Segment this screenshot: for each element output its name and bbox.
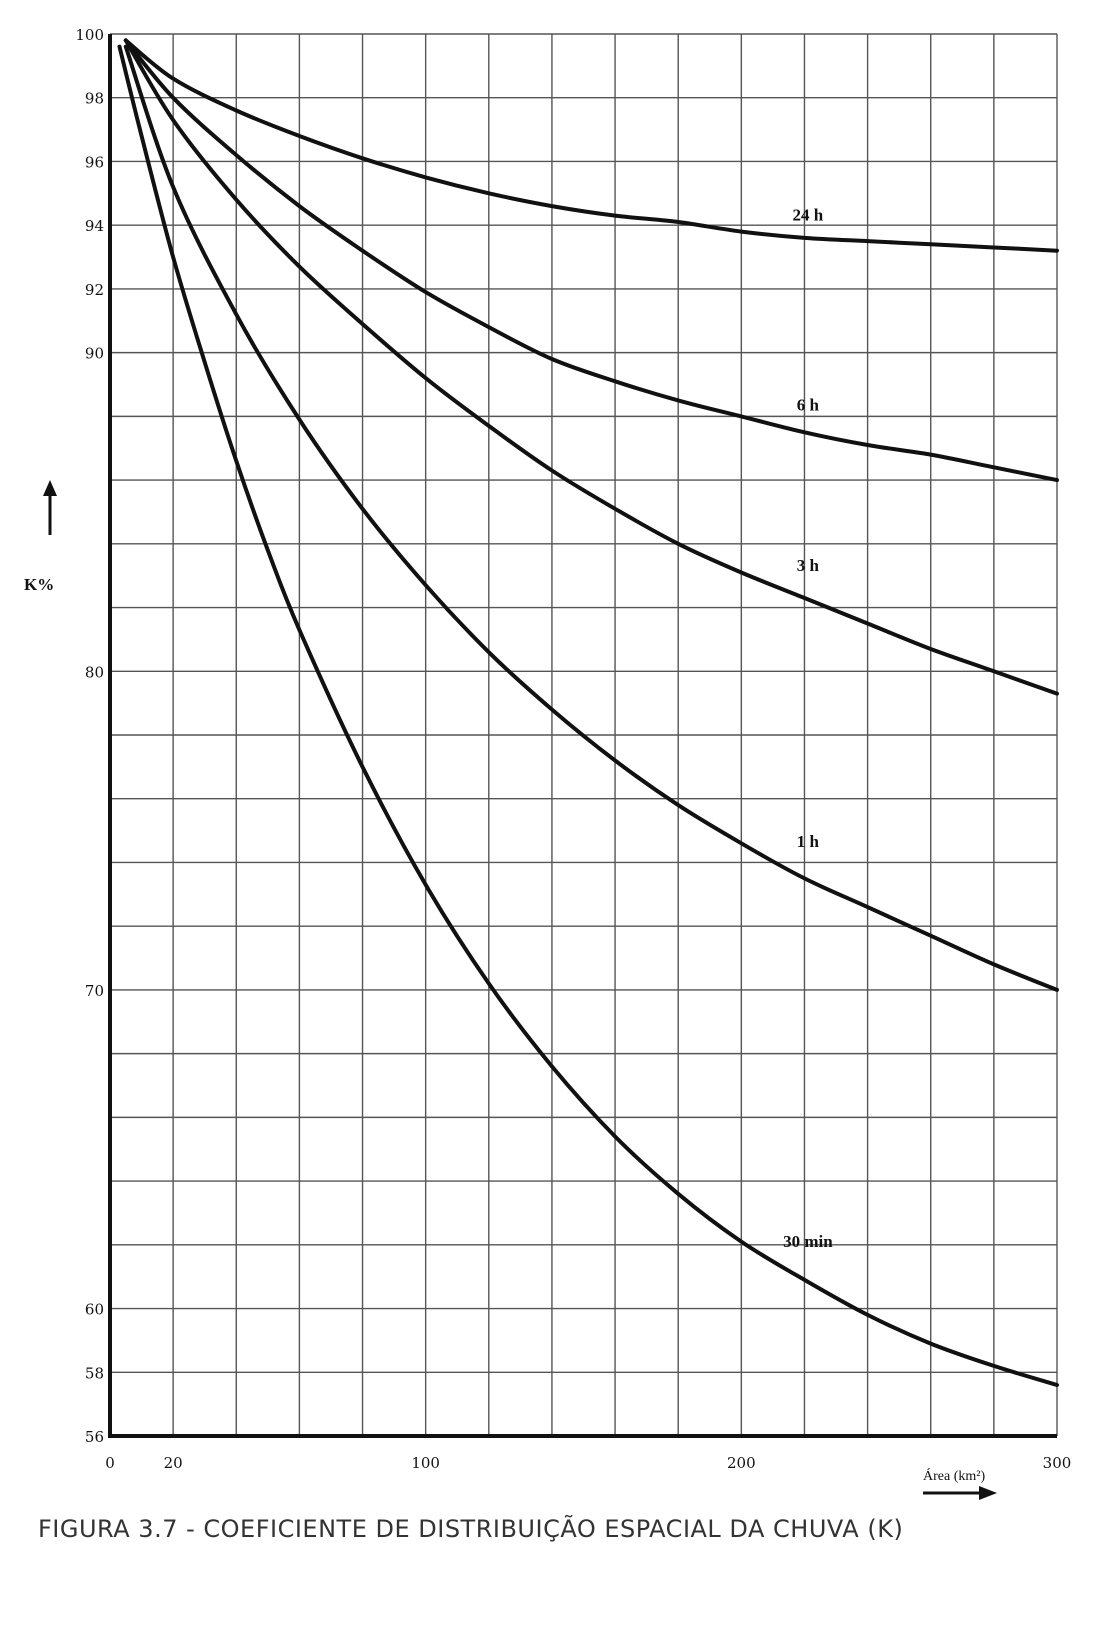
curves [117, 38, 1059, 1387]
right-arrow-icon [979, 1486, 997, 1500]
y-tick-label: 100 [75, 26, 104, 44]
y-tick-label: 96 [85, 153, 104, 171]
series-line [123, 44, 1059, 992]
series-label: 30 min [783, 1232, 833, 1251]
x-axis-label-group: Área (km²) [923, 1467, 997, 1500]
series-line [123, 38, 1059, 253]
series-line [117, 44, 1059, 1387]
grid [110, 33, 1058, 1436]
y-tick-label: 70 [85, 982, 104, 1000]
tick-labels: 100 98 96 94 92 90 80 70 60 58 560 20 100 200 300 [75, 26, 1071, 1472]
x-axis-label: Área (km²) [923, 1467, 985, 1484]
x-tick-label: 200 [727, 1454, 756, 1472]
series-label: 3 h [797, 556, 820, 575]
y-tick-label: 60 [85, 1301, 104, 1319]
y-tick-label: 80 [85, 663, 104, 681]
y-tick-label: 56 [85, 1428, 104, 1446]
series-line [123, 38, 1059, 483]
series-line [123, 38, 1059, 696]
y-tick-label: 94 [85, 217, 104, 235]
up-arrow-icon [43, 480, 57, 496]
y-axis-label: K% [24, 575, 54, 594]
x-tick-label: 20 [164, 1454, 183, 1472]
curve-labels: 24 h 6 h 3 h 1 h 30 min [783, 206, 833, 1251]
y-axis-label-group: K% [24, 480, 57, 594]
y-tick-label: 92 [85, 281, 104, 299]
x-tick-label: 100 [411, 1454, 440, 1472]
x-tick-label: 0 [105, 1454, 115, 1472]
y-tick-label: 98 [85, 90, 104, 108]
x-tick-label: 300 [1043, 1454, 1072, 1472]
series-label: 6 h [797, 395, 820, 414]
y-tick-label: 58 [85, 1364, 104, 1382]
y-tick-label: 90 [85, 345, 104, 363]
axes [108, 34, 1057, 1438]
figure-caption: FIGURA 3.7 - COEFICIENTE DE DISTRIBUIÇÃO… [38, 1515, 904, 1543]
series-label: 1 h [797, 832, 820, 851]
series-label: 24 h [793, 206, 824, 225]
